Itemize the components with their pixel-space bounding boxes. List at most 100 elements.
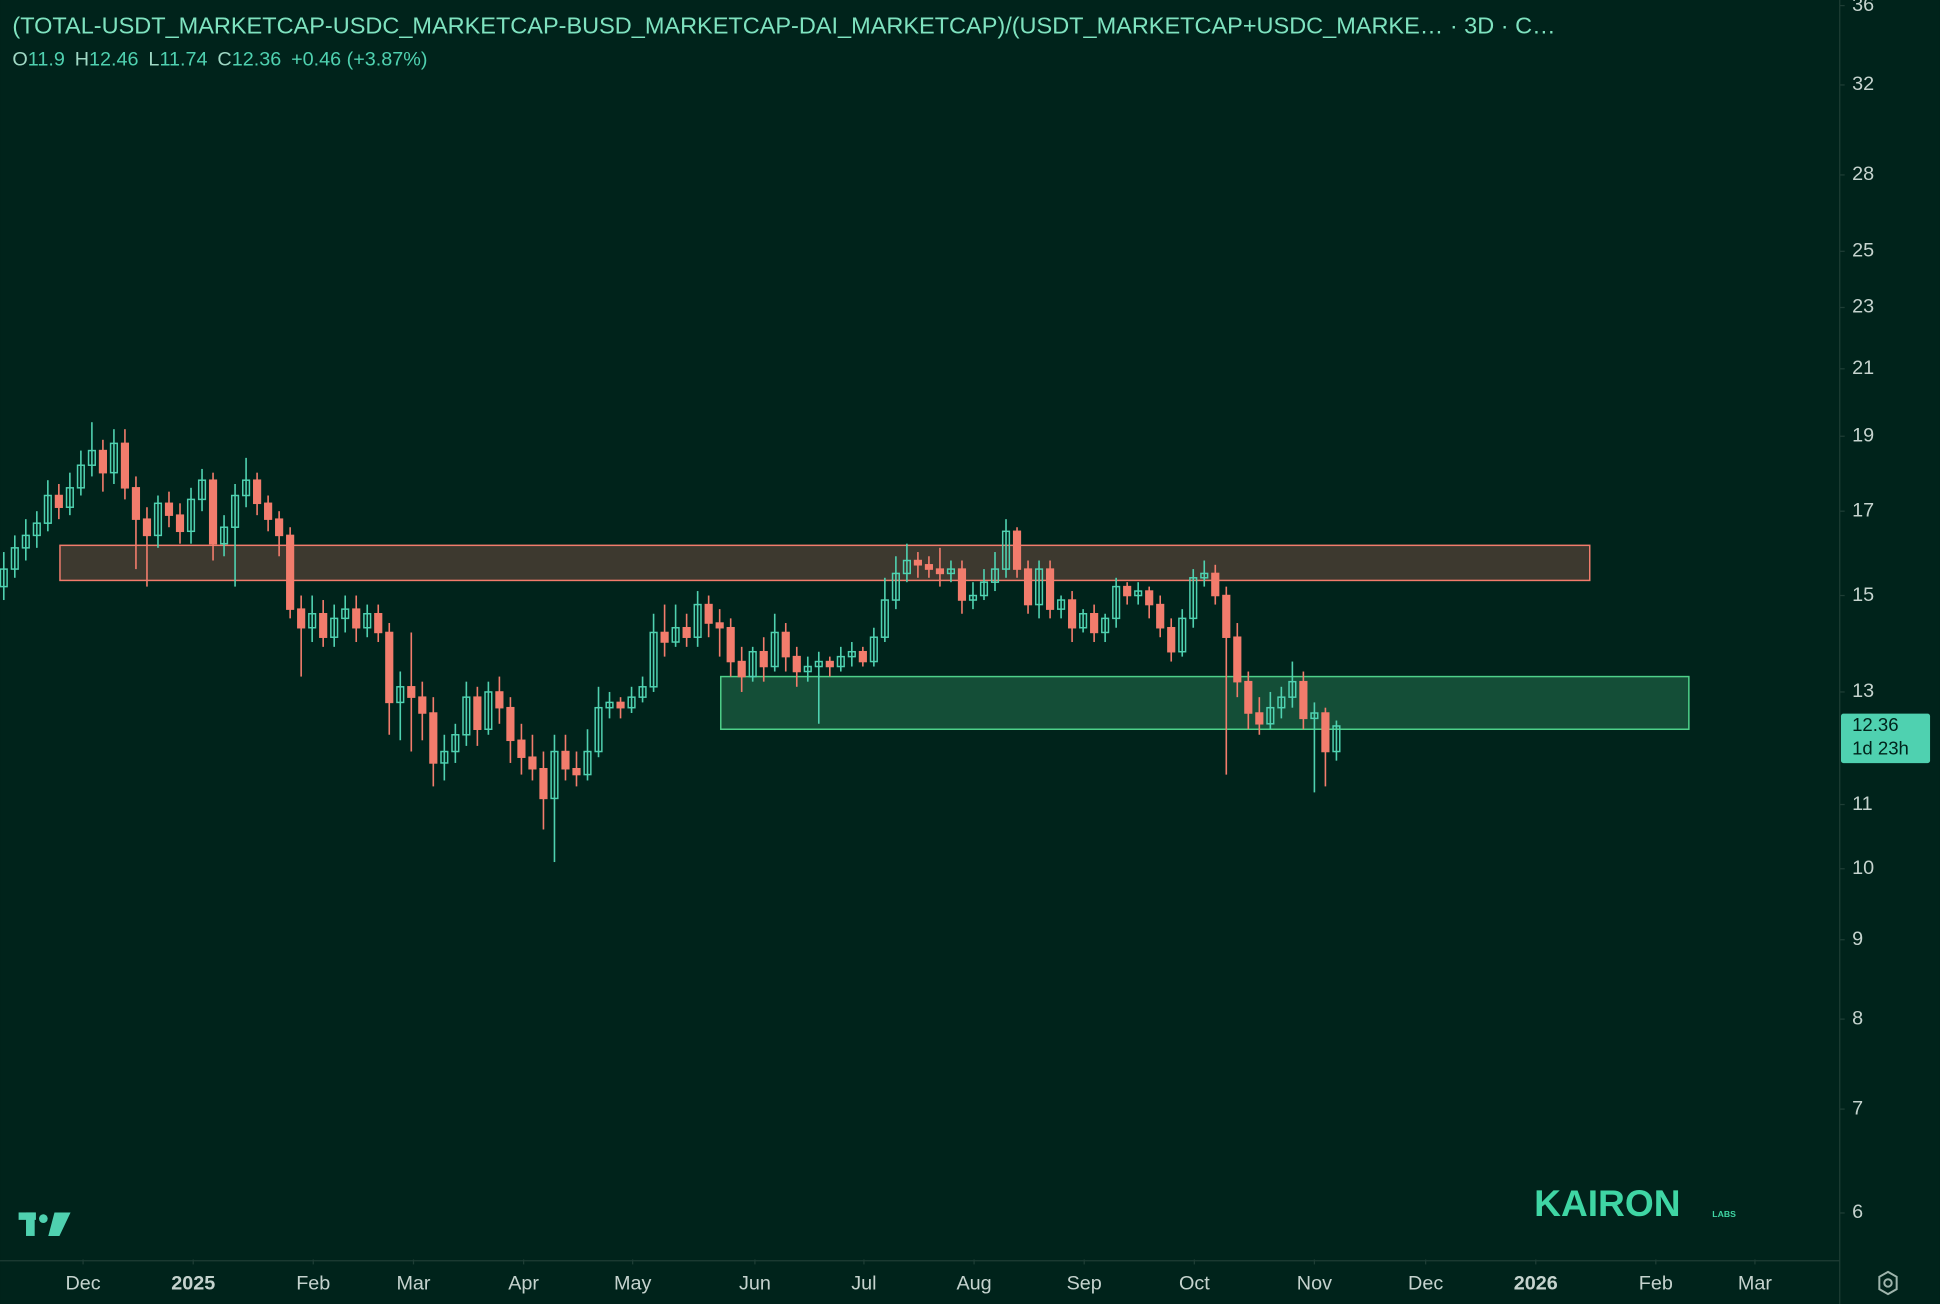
candle-body (319, 612, 328, 638)
candle-body (219, 526, 229, 545)
price-tag (1840, 713, 1931, 764)
price-tag-value: 12.36 (1852, 714, 1898, 735)
candle-body (407, 686, 416, 698)
x-tick-label: Feb (296, 1272, 330, 1294)
candle-body (704, 603, 713, 624)
y-tick-label: 15 (1852, 584, 1874, 606)
y-tick-label: 6 (1852, 1201, 1863, 1223)
candle-body (396, 686, 405, 704)
candle-body (1145, 590, 1154, 606)
y-tick-label: 10 (1852, 857, 1874, 879)
x-tick-label: Mar (396, 1272, 430, 1294)
x-tick-label: Jul (851, 1272, 876, 1294)
candle-body (164, 502, 174, 516)
candle-body (242, 479, 251, 497)
x-tick-label: May (614, 1272, 651, 1294)
candle-body (484, 691, 493, 730)
candle-body (561, 750, 570, 770)
y-tick-label: 25 (1852, 240, 1874, 262)
candle-body (682, 626, 691, 638)
settings-icon[interactable] (1878, 1270, 1898, 1296)
candle-body (1222, 594, 1231, 638)
x-tick-label: Apr (508, 1272, 539, 1294)
candle-body (418, 696, 427, 714)
candle-body (363, 612, 372, 629)
candle-body (1134, 590, 1143, 597)
ohlc-change: +0.46 (+3.87%) (291, 49, 427, 71)
candle-body (1012, 530, 1022, 570)
y-tick-label: 28 (1852, 163, 1874, 185)
candle-body (594, 706, 603, 753)
candle-body (1233, 636, 1242, 683)
candle-body (968, 594, 978, 601)
candle-body (539, 767, 548, 800)
brand-logo: KAIRON (1534, 1182, 1680, 1224)
zone (720, 675, 1690, 730)
candle-body (1112, 585, 1121, 620)
candle-body (748, 650, 757, 678)
candle-body (792, 655, 801, 673)
candle-body (803, 665, 812, 673)
candle-body (98, 449, 107, 474)
candle-body (1101, 617, 1110, 634)
candle-body (693, 603, 702, 638)
candle-body (737, 660, 746, 678)
x-tick-label: Feb (1639, 1272, 1673, 1294)
candle-body (429, 712, 438, 764)
candle-body (979, 581, 989, 597)
ohlc-values: O11.9 H12.46 L11.74 C12.36 +0.46 (+3.87%) (12, 49, 427, 71)
candle-body (374, 612, 383, 634)
y-tick-label: 9 (1852, 928, 1863, 950)
ohlc-label: O (12, 49, 27, 71)
candle-body (32, 522, 41, 537)
ohlc-label: C (217, 49, 231, 71)
candle-body (341, 608, 350, 620)
x-tick-label: 2025 (171, 1272, 215, 1294)
chart-title: (TOTAL-USDT_MARKETCAP-USDC_MARKETCAP-BUS… (12, 12, 1555, 38)
candle-body (1090, 612, 1099, 634)
y-tick-label: 8 (1852, 1007, 1863, 1029)
candle-body (440, 750, 449, 764)
candle-body (847, 650, 856, 658)
candle-body (572, 767, 581, 776)
candle-body (1178, 617, 1187, 653)
candle-body (153, 502, 163, 537)
candle-body (759, 650, 768, 668)
y-tick-label: 7 (1852, 1097, 1863, 1119)
axes: 6 7 8 9 10 11 13 15 17 19 21 23 25 28 32 36 Dec 2025 Feb Ma… (65, 0, 1931, 1294)
price-tag-countdown: 1d 23h (1852, 737, 1909, 758)
candle-body (1057, 599, 1066, 610)
candle-body (286, 534, 295, 610)
candle-body (1310, 712, 1319, 720)
candle-body (583, 750, 592, 776)
zones (59, 544, 1690, 730)
logo-part (26, 1212, 35, 1236)
candle-body (197, 479, 207, 501)
candle-body (671, 626, 680, 643)
candle-body (208, 479, 218, 545)
candle-body (715, 622, 724, 629)
candle-body (253, 479, 262, 505)
candle-body (462, 696, 471, 736)
settings-icon-center (1883, 1278, 1893, 1288)
candle-body (1299, 680, 1308, 720)
candle-body (825, 660, 834, 668)
x-tick-label: 2026 (1514, 1272, 1558, 1294)
candle-body (660, 631, 669, 643)
candle-body (506, 706, 515, 742)
candle-body (1255, 712, 1264, 725)
candle-body (517, 739, 526, 758)
candle-body (880, 599, 889, 638)
candle-body (649, 631, 658, 688)
settings-icon-frame (1878, 1270, 1898, 1296)
candle-body (616, 701, 625, 709)
tradingview-logo (18, 1212, 71, 1236)
candle-body (1123, 585, 1132, 597)
candle-body (814, 660, 823, 668)
candle-body (21, 534, 30, 549)
candle-body (1156, 603, 1165, 629)
candle-body (1244, 680, 1253, 714)
candle-body (54, 494, 63, 508)
